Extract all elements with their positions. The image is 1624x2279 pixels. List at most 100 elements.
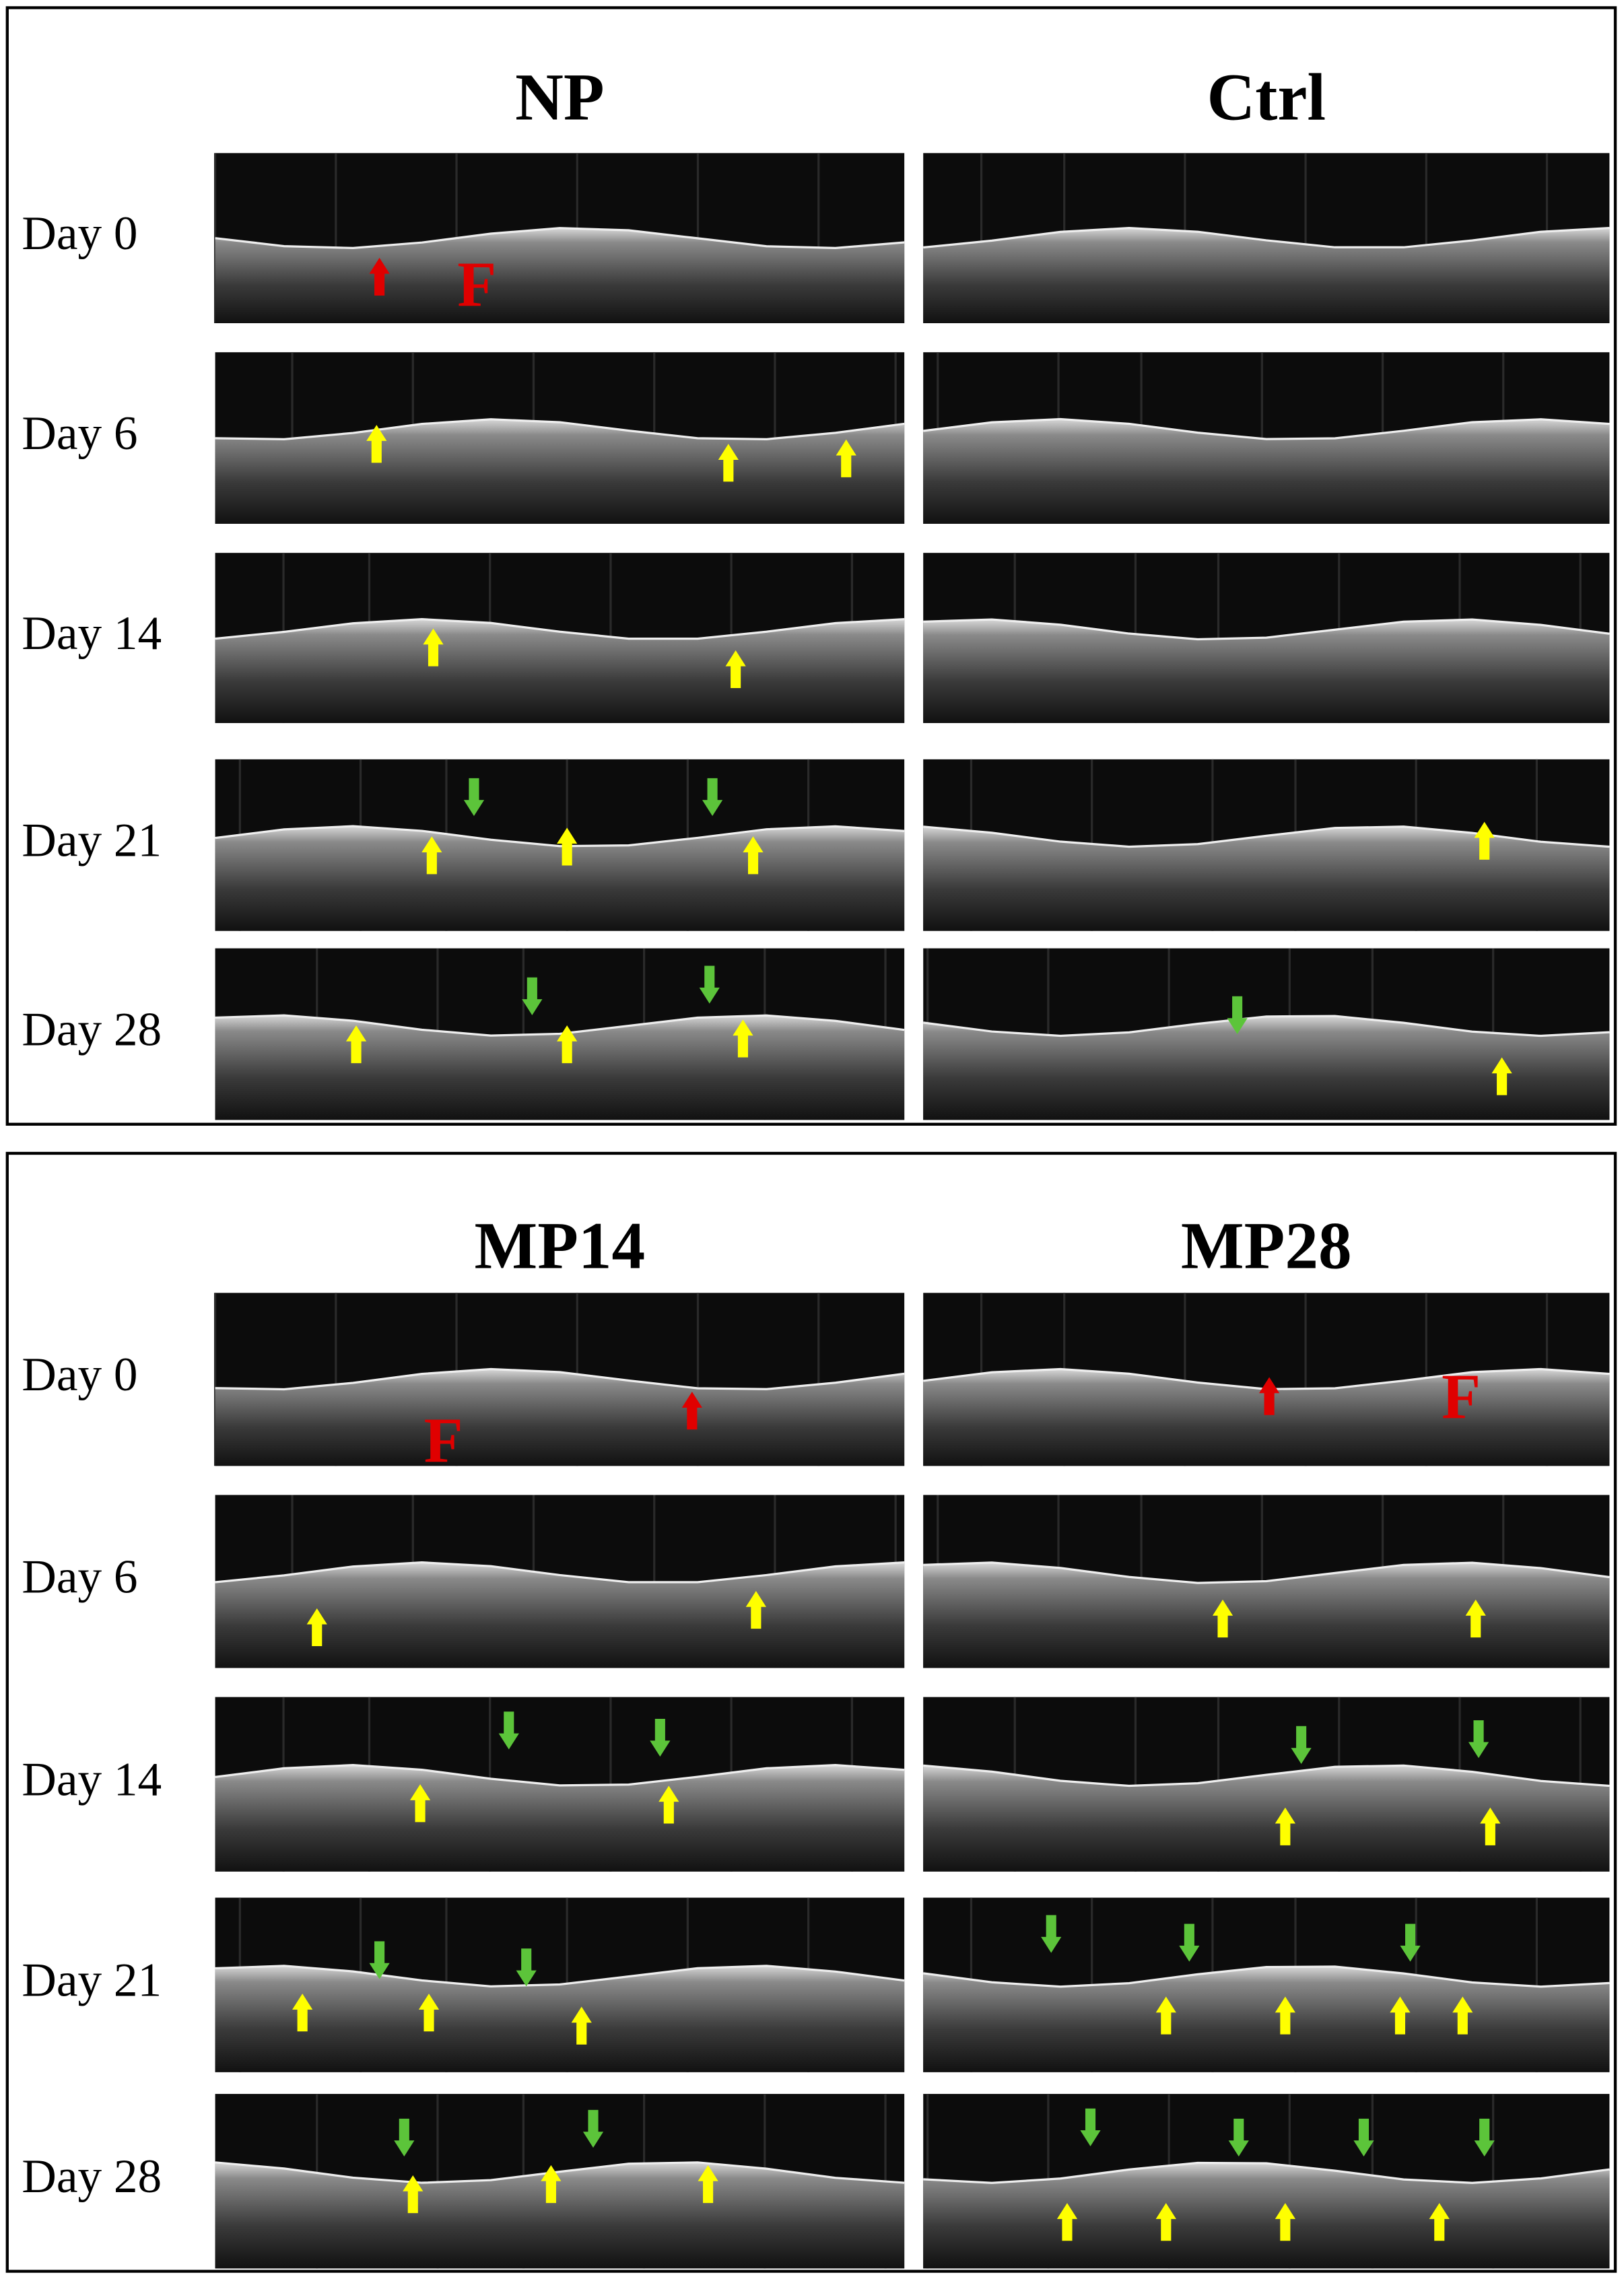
- oct-image: [922, 352, 1610, 524]
- arrow: [1429, 2203, 1450, 2241]
- row-label: Day 21: [22, 815, 162, 867]
- row-label: Day 28: [22, 1003, 162, 1056]
- column-title: MP28: [1181, 1209, 1352, 1283]
- arrow: [1275, 2203, 1295, 2241]
- tissue-layer: [215, 1015, 905, 1120]
- oct-image: [922, 948, 1610, 1120]
- oct-image: [923, 2094, 1610, 2269]
- arrow: [571, 2006, 592, 2045]
- arrow: [403, 2175, 424, 2214]
- arrow: [522, 977, 543, 1015]
- tissue-layer: [215, 826, 905, 931]
- arrow: [1452, 1996, 1473, 2035]
- oct-image: [215, 553, 905, 723]
- arrow: [1291, 1726, 1312, 1764]
- arrow: [498, 1711, 519, 1750]
- tissue-surface: [215, 1764, 905, 1787]
- tissue-surface: [922, 1015, 1610, 1038]
- arrow: [836, 439, 856, 477]
- arrow: [557, 827, 578, 866]
- arrow: [394, 2118, 415, 2156]
- tissue-surface: [215, 1367, 905, 1391]
- arrow: [1179, 1924, 1200, 1962]
- tissue-layer: [923, 1016, 1610, 1120]
- oct-image: [923, 1697, 1610, 1872]
- arrow: [743, 836, 764, 875]
- arrow: [681, 1392, 702, 1430]
- arrow: [1155, 1996, 1176, 2035]
- arrow: [366, 425, 387, 463]
- panel-frame: [5, 1151, 1617, 2273]
- tissue-layer: [215, 228, 905, 324]
- panel-frame: [5, 6, 1617, 1126]
- oct-image: [213, 1293, 905, 1466]
- oct-image: [215, 759, 905, 931]
- oct-image: [215, 948, 905, 1120]
- tissue-surface: [215, 227, 905, 250]
- arrow: [1491, 1057, 1512, 1095]
- tissue-surface: [923, 226, 1610, 249]
- tissue-layer: [923, 1562, 1610, 1668]
- oct-image: [923, 1495, 1610, 1668]
- tissue-surface: [215, 618, 905, 640]
- arrow: [650, 1719, 671, 1757]
- oct-image: [215, 1697, 905, 1872]
- tissue-layer: [215, 1369, 905, 1466]
- tissue-layer: [923, 1765, 1610, 1872]
- tissue-layer: [923, 826, 1610, 931]
- tissue-surface: [923, 825, 1610, 848]
- oct-image: [215, 352, 905, 524]
- arrow: [557, 1025, 578, 1064]
- arrow: [1228, 2118, 1249, 2156]
- arrow: [463, 778, 485, 817]
- tissue-surface: [923, 2161, 1610, 2184]
- tissue-layer: [923, 619, 1610, 723]
- oct-image: [923, 553, 1610, 723]
- tissue-surface: [215, 2161, 905, 2184]
- arrow: [1275, 1807, 1295, 1845]
- oct-image: [923, 153, 1610, 324]
- tissue-surface: [922, 417, 1610, 440]
- tissue-layer: [923, 1369, 1610, 1466]
- tissue-surface: [215, 1561, 905, 1584]
- arrow: [1212, 1599, 1233, 1638]
- arrow: [1465, 1599, 1486, 1638]
- tissue-surface: [215, 1965, 905, 1987]
- oct-image: [215, 2094, 905, 2269]
- row-label: Day 6: [22, 1551, 137, 1603]
- arrow: [658, 1785, 679, 1824]
- tissue-surface: [215, 1014, 905, 1037]
- arrow: [745, 1590, 766, 1629]
- row-label: Day 14: [22, 1754, 162, 1806]
- arrow: [1227, 996, 1248, 1034]
- arrow: [421, 836, 442, 875]
- tissue-layer: [923, 228, 1610, 324]
- arrow: [1155, 2203, 1176, 2241]
- row-label: Day 14: [22, 607, 162, 660]
- arrow: [409, 1784, 431, 1823]
- tissue-layer: [923, 2163, 1610, 2269]
- arrow: [1275, 1996, 1295, 2035]
- arrow: [541, 2165, 562, 2204]
- arrow: [702, 778, 723, 817]
- fibrin-label: F: [1442, 1361, 1481, 1432]
- tissue-layer: [215, 619, 905, 723]
- arrow: [423, 628, 444, 667]
- oct-image: [923, 759, 1610, 931]
- arrow: [1400, 1924, 1421, 1962]
- column-title: NP: [515, 61, 604, 135]
- arrow: [1041, 1915, 1062, 1953]
- arrow: [725, 650, 746, 689]
- arrow: [1480, 1807, 1501, 1845]
- arrow: [698, 2165, 718, 2204]
- tissue-layer: [215, 419, 905, 524]
- tissue-layer: [215, 1562, 905, 1668]
- oct-image: [215, 1495, 905, 1668]
- row-label: Day 0: [22, 1349, 137, 1401]
- tissue-layer: [215, 1965, 905, 2072]
- tissue-surface: [922, 1965, 1610, 1988]
- arrow: [1468, 1720, 1489, 1759]
- row-label: Day 0: [22, 207, 137, 260]
- arrow: [369, 257, 390, 296]
